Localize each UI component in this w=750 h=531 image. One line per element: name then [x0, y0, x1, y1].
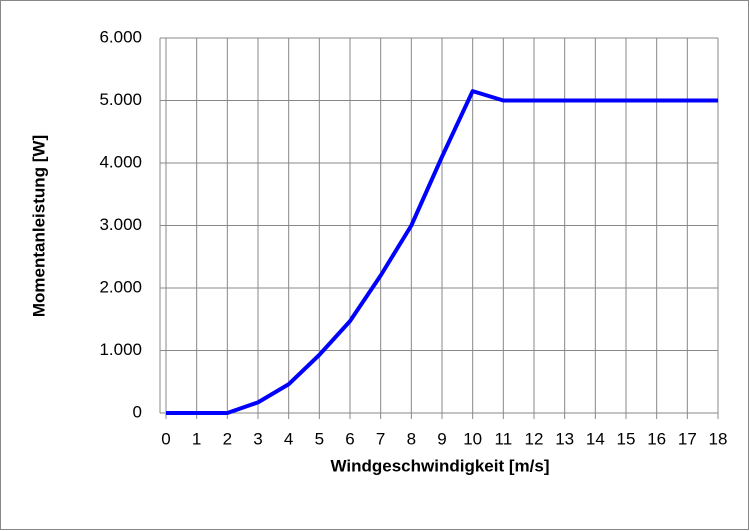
- x-tick-label: 4: [284, 429, 293, 448]
- data-line: [166, 89, 718, 415]
- x-tick-label: 0: [161, 429, 170, 448]
- y-tick-label: 0: [133, 402, 142, 421]
- x-axis-title: Windgeschwindigkeit [m/s]: [331, 456, 550, 475]
- y-tick-label: 3.000: [99, 215, 142, 234]
- x-tick-label: 3: [253, 429, 262, 448]
- y-tick-label: 6.000: [99, 27, 142, 46]
- x-tick-label: 9: [437, 429, 446, 448]
- y-axis-title: Momentanleistung [W]: [29, 135, 48, 317]
- x-tick-label: 8: [407, 429, 416, 448]
- x-tick-label: 2: [223, 429, 232, 448]
- x-tick-label: 16: [647, 429, 666, 448]
- y-tick-label: 5.000: [99, 90, 142, 109]
- x-tick-label: 13: [555, 429, 574, 448]
- x-tick-label: 17: [678, 429, 697, 448]
- x-tick-label: 15: [617, 429, 636, 448]
- x-tick-label: 10: [463, 429, 482, 448]
- y-tick-label: 2.000: [99, 277, 142, 296]
- x-tick-label: 14: [586, 429, 605, 448]
- y-tick-label: 1.000: [99, 340, 142, 359]
- x-tick-label: 12: [525, 429, 544, 448]
- x-tick-label: 18: [709, 429, 728, 448]
- x-tick-label: 7: [376, 429, 385, 448]
- x-tick-label: 6: [345, 429, 354, 448]
- y-tick-label: 4.000: [99, 152, 142, 171]
- x-tick-label: 1: [192, 429, 201, 448]
- x-tick-label: 5: [315, 429, 324, 448]
- x-tick-label: 11: [495, 429, 513, 448]
